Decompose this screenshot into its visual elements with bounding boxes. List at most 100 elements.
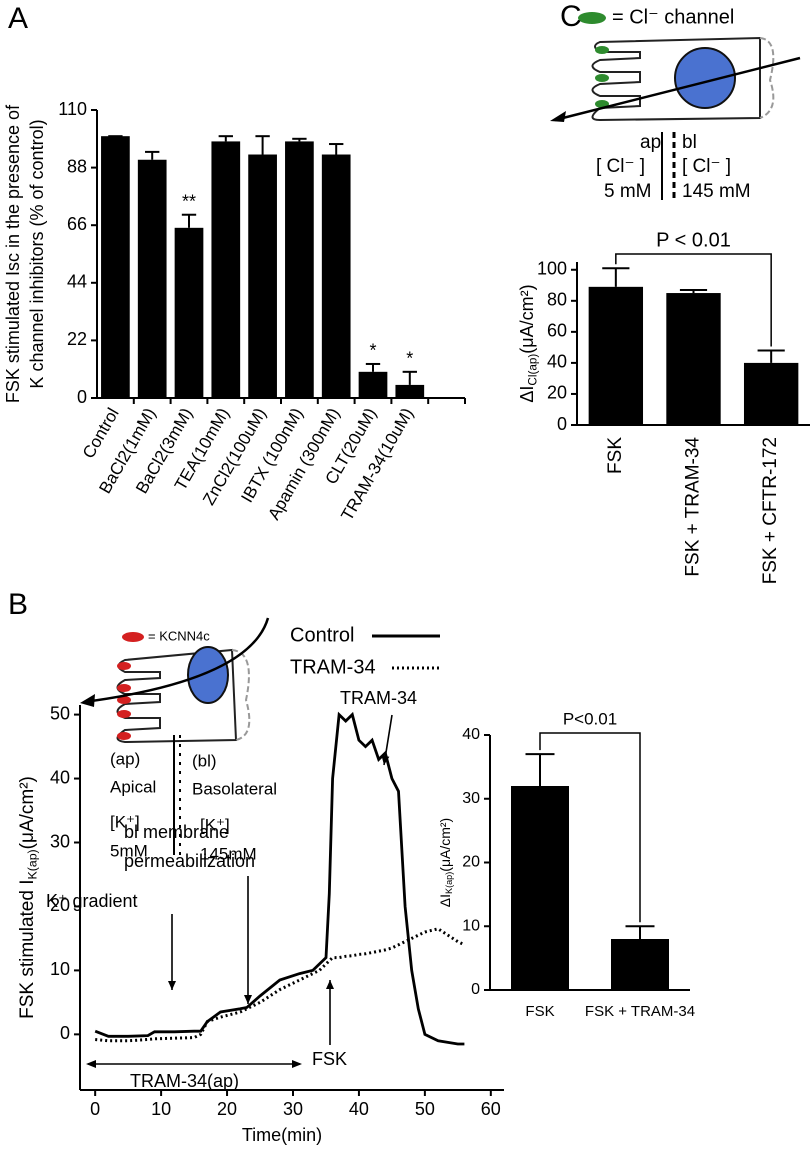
x-tick-label: 10 [151, 1099, 171, 1119]
axis-label: FSK stimulated Isc in the presence of [3, 104, 23, 403]
label-main: FSK stimulated I [17, 880, 38, 1019]
pointer-head [244, 995, 252, 1004]
axis-label: ΔIK(ap)(μA/cm²) [437, 818, 455, 907]
bar [358, 371, 388, 398]
bar [611, 939, 669, 990]
p-value: P < 0.01 [656, 229, 731, 251]
nucleus [187, 646, 229, 704]
y-tick-label: 20 [547, 383, 567, 403]
cell-diagram-c [550, 12, 801, 200]
y-tick-label: 100 [537, 259, 567, 279]
diagram-label: 145 mM [682, 181, 751, 202]
diagram-label: [ Cl⁻ ] [682, 156, 731, 177]
diagram-label: [K⁺] [110, 812, 140, 831]
axis-label: ΔICl(ap)(μA/cm²) [517, 284, 540, 402]
significance: * [406, 349, 413, 369]
line-series [94, 711, 465, 1046]
y-tick-label: 0 [60, 1023, 70, 1043]
label-after: (μA/cm²) [17, 776, 38, 849]
arrow [83, 617, 270, 704]
y-tick-label: 0 [471, 981, 480, 998]
y-tick-label: 10 [462, 917, 480, 934]
channel-icon [578, 12, 606, 24]
channel [595, 74, 609, 82]
bar [101, 136, 130, 398]
x-tick-label: FSK + CFTR-172 [760, 437, 781, 584]
bar [137, 159, 167, 398]
channel [117, 684, 131, 692]
y-tick-label: 60 [547, 321, 567, 341]
legend-label: Control [290, 624, 354, 646]
bar [666, 293, 721, 425]
bar [248, 154, 277, 398]
channel [117, 696, 131, 704]
bar [174, 227, 204, 398]
diagram-label: 145mM [200, 844, 257, 863]
y-tick-label: 30 [462, 790, 480, 807]
x-tick-label: 30 [283, 1099, 303, 1119]
y-tick-label: 40 [50, 767, 70, 787]
bar [285, 141, 314, 398]
arrow [554, 56, 801, 122]
label-after: (μA/cm²) [517, 284, 537, 353]
panel-letter: C [560, 0, 582, 33]
annotation: FSK [312, 1049, 347, 1069]
x-tick-label: 60 [481, 1099, 501, 1119]
diagram-label: Basolateral [192, 779, 277, 798]
diagram-label: [ Cl⁻ ] [596, 156, 645, 177]
y-tick-label: 20 [50, 895, 70, 915]
y-tick-label: 20 [462, 854, 480, 871]
arrowhead [80, 694, 95, 707]
pointer-head [168, 981, 176, 990]
pointer-head [326, 980, 334, 989]
diagram-label: [K⁺] [200, 815, 230, 834]
p-bracket [539, 732, 641, 923]
diagram-label: bl [682, 132, 697, 153]
bar [511, 786, 569, 990]
channel-icon [122, 632, 144, 642]
y-tick-label: 44 [67, 272, 87, 292]
channel [117, 732, 131, 740]
label-sub: Cl(ap) [526, 354, 539, 386]
axis-label: K channel inhibitors (% of control) [27, 119, 47, 388]
diagram-label: = Cl⁻ channel [612, 6, 734, 28]
basolateral-edge [231, 649, 251, 741]
y-tick-label: 40 [547, 352, 567, 372]
y-tick-label: 88 [67, 156, 87, 176]
bar [211, 141, 241, 398]
bar [743, 362, 799, 425]
y-tick-label: 0 [557, 414, 567, 434]
label-sub: K(ap) [26, 849, 40, 879]
channel [595, 46, 609, 54]
y-tick-label: 10 [50, 959, 70, 979]
x-tick-label: 0 [90, 1099, 100, 1119]
y-tick-label: 50 [50, 703, 70, 723]
x-tick-label: 40 [349, 1099, 369, 1119]
channel [117, 662, 131, 670]
bar [395, 384, 425, 398]
legend-label: TRAM-34 [290, 656, 376, 678]
annotation: TRAM-34(ap) [130, 1071, 239, 1091]
p-value: P<0.01 [563, 709, 617, 728]
x-tick-label: 20 [217, 1099, 237, 1119]
panel-letter: A [8, 2, 28, 35]
diagram-label: = KCNN4c [148, 628, 210, 643]
y-tick-label: 110 [58, 99, 87, 119]
pointer-head [381, 755, 390, 765]
axis-label: FSK stimulated IK(ap)(μA/cm²) [17, 776, 40, 1019]
diagram-label: 5 mM [604, 181, 652, 202]
x-tick-label: 50 [415, 1099, 435, 1119]
y-tick-label: 66 [67, 214, 87, 234]
y-tick-label: 40 [462, 726, 480, 743]
y-tick-label: 80 [547, 290, 567, 310]
annotation: permeabilization [124, 851, 255, 871]
annotation: bl membrane [124, 822, 229, 842]
diagram-label: (ap) [110, 749, 140, 768]
label-sub: K(ap) [445, 872, 455, 894]
diagram-label: 5mM [110, 841, 148, 860]
channel [117, 710, 131, 718]
label-main: ΔI [437, 894, 453, 907]
significance: ** [182, 191, 196, 211]
